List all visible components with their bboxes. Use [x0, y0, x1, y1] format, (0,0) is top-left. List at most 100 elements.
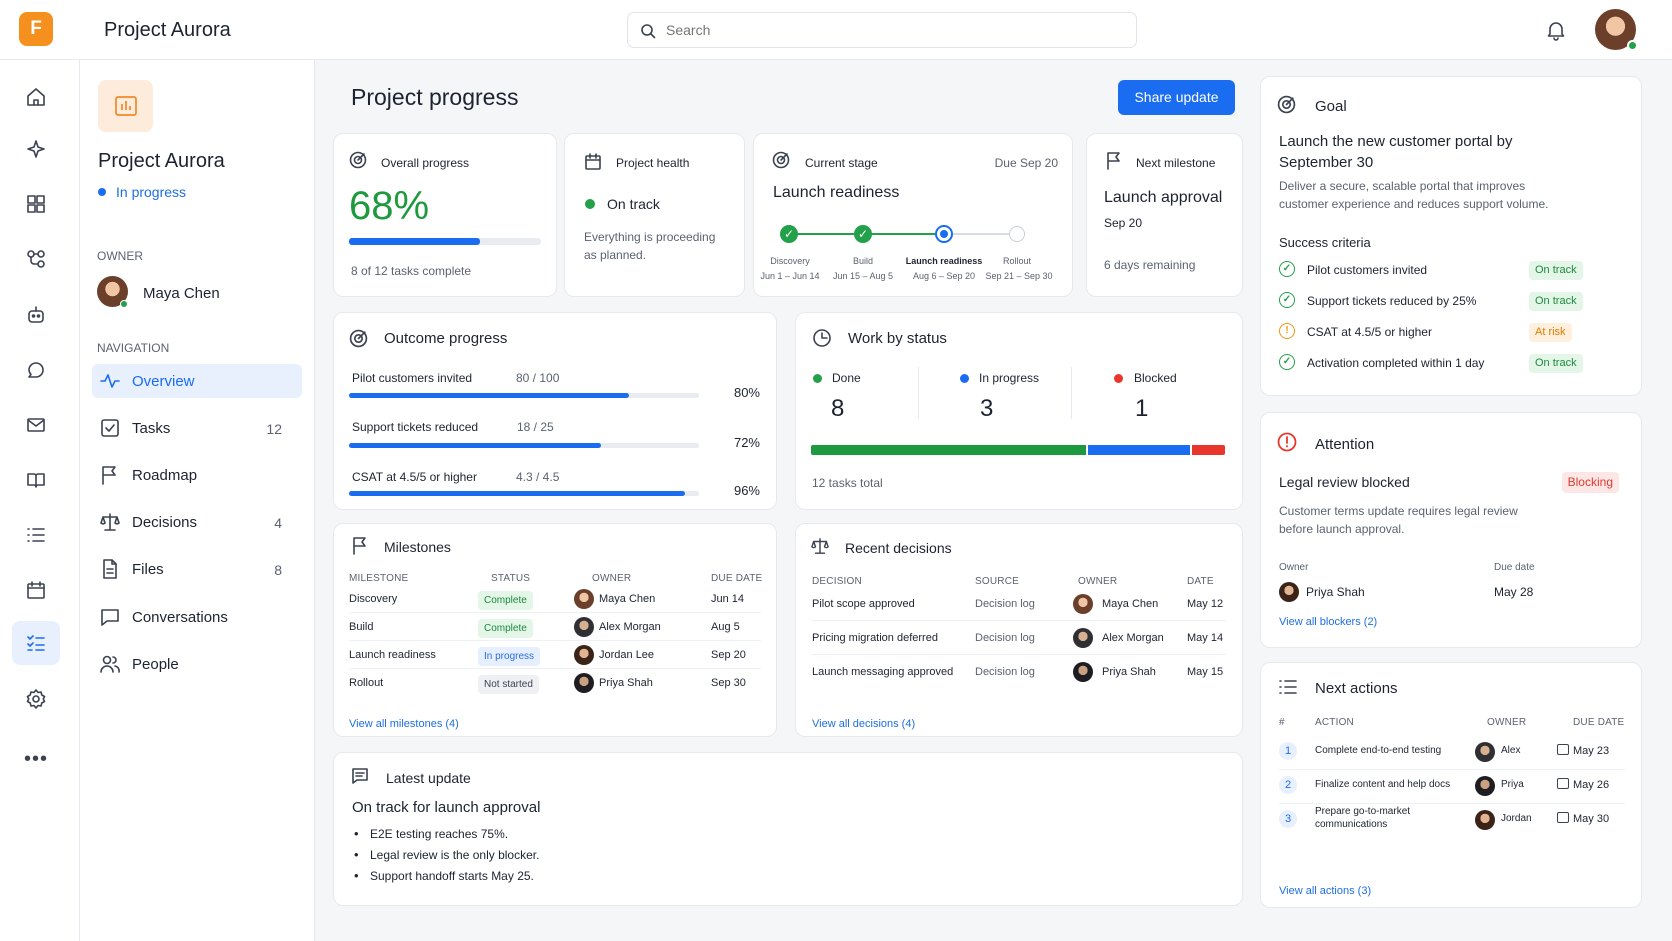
stage-name: Launch readiness — [773, 184, 900, 201]
in-progress-segment — [1088, 445, 1190, 455]
health-status-dot — [585, 199, 595, 209]
nav-decisions[interactable]: Decisions 4 — [92, 505, 302, 539]
latest-update-card: Latest update On track for launch approv… — [333, 752, 1243, 906]
blocked-dot — [1114, 374, 1123, 383]
milestone-name: Rollout — [349, 677, 384, 689]
health-desc-2: as planned. — [584, 248, 647, 262]
app-title: Project Aurora — [104, 19, 231, 41]
in-progress-label: In progress — [979, 371, 1040, 385]
stage-step-name: Launch readiness — [905, 256, 983, 266]
status-badge: Complete — [478, 591, 533, 610]
nav-overview[interactable]: Overview — [92, 364, 302, 398]
blocked-label: Blocked — [1134, 371, 1177, 385]
bot-icon[interactable] — [25, 304, 47, 326]
action-label: Finalize content and help docs — [1315, 779, 1451, 790]
avatar — [1279, 582, 1299, 602]
checklist-icon[interactable] — [25, 632, 47, 654]
list-icon — [1279, 680, 1297, 694]
apps-icon[interactable] — [25, 193, 47, 215]
project-name: Project Aurora — [98, 150, 225, 172]
target-icon — [349, 329, 368, 348]
done-segment — [811, 445, 1086, 455]
col-header: OWNER — [1487, 717, 1527, 728]
stage-step-name: Discovery — [770, 256, 810, 266]
bullet: • — [354, 847, 359, 862]
view-all-decisions-link[interactable]: View all decisions (4) — [812, 718, 916, 730]
calendar-icon — [1557, 744, 1569, 755]
nav-tasks[interactable]: Tasks 12 — [92, 411, 302, 445]
app-logo[interactable]: F — [19, 12, 53, 46]
milestone-name: Launch readiness — [349, 649, 436, 661]
criterion-label: Pilot customers invited — [1307, 263, 1428, 277]
bullet: • — [354, 868, 359, 883]
chat-icon[interactable] — [25, 359, 47, 381]
calendar-icon[interactable] — [25, 579, 47, 601]
home-icon[interactable] — [25, 86, 47, 108]
file-icon — [103, 559, 117, 579]
share-update-button[interactable]: Share update — [1118, 80, 1235, 115]
owner-name: Maya Chen — [143, 285, 220, 302]
mail-icon[interactable] — [25, 414, 47, 436]
avatar — [574, 673, 594, 693]
avatar — [574, 645, 594, 665]
owner-name: Jordan Lee — [599, 649, 655, 661]
update-bullet: Support handoff starts May 25. — [370, 869, 534, 883]
outcome-pct: 96% — [733, 483, 760, 498]
message-icon — [352, 768, 368, 784]
attention-card: Attention Legal review blocked Blocking … — [1260, 412, 1642, 648]
nav-files[interactable]: Files 8 — [92, 552, 302, 586]
bell-icon[interactable] — [1545, 19, 1567, 41]
search-input[interactable] — [666, 20, 1106, 40]
blocking-badge: Blocking — [1561, 472, 1619, 493]
search-bar[interactable] — [627, 12, 1137, 48]
list-icon[interactable] — [25, 524, 47, 546]
col-header: DUE DATE — [1573, 717, 1625, 728]
nav-roadmap[interactable]: Roadmap — [92, 458, 302, 492]
in-progress-count: 3 — [980, 395, 994, 422]
decision-date: May 14 — [1187, 632, 1224, 644]
milestones-title: Milestones — [384, 539, 451, 555]
nav-label: Overview — [132, 373, 195, 390]
sparkle-icon[interactable] — [25, 138, 47, 160]
actions-title: Next actions — [1315, 680, 1398, 697]
milestone-remaining: 6 days remaining — [1104, 258, 1196, 272]
nav-label: Decisions — [132, 514, 198, 531]
checkbox-icon — [101, 419, 119, 437]
row-divider — [812, 654, 1226, 655]
owner-name: Maya Chen — [599, 593, 656, 605]
col-header: STATUS — [491, 573, 531, 584]
criterion-status: On track — [1529, 261, 1583, 280]
decision-source: Decision log — [975, 666, 1035, 678]
avatar — [574, 617, 594, 637]
check-circle-icon: ✓ — [1279, 261, 1295, 277]
view-all-actions-link[interactable]: View all actions (3) — [1279, 885, 1372, 897]
milestone-name: Build — [349, 621, 374, 633]
book-icon[interactable] — [25, 469, 47, 491]
action-owner: Jordan — [1501, 813, 1532, 824]
blocked-segment — [1191, 445, 1225, 455]
check-circle-icon: ✓ — [1279, 354, 1295, 370]
nav-conversations[interactable]: Conversations — [92, 600, 302, 634]
target-icon — [349, 151, 367, 169]
page-title: Project progress — [351, 84, 519, 110]
view-all-milestones-link[interactable]: View all milestones (4) — [349, 718, 459, 730]
chart-box-icon — [115, 96, 137, 116]
work-by-status-card: Work by status Done 8 In progress 3 Bloc… — [795, 312, 1243, 510]
nav-people[interactable]: People — [92, 647, 302, 681]
col-header: OWNER — [1078, 576, 1118, 587]
outcome-progress-card: Outcome progress Pilot customers invited… — [333, 312, 777, 510]
settings-icon[interactable] — [25, 688, 47, 710]
row-divider — [349, 640, 761, 641]
flow-icon[interactable] — [25, 248, 47, 270]
due-label: Due date — [1494, 562, 1535, 573]
action-owner: Alex — [1501, 745, 1521, 756]
more-icon[interactable]: ••• — [24, 748, 49, 770]
project-status: In progress — [116, 184, 187, 200]
overall-label: Overall progress — [381, 156, 470, 170]
nav-label: Tasks — [132, 420, 171, 437]
stage-step-name: Build — [852, 256, 873, 266]
flag-icon — [353, 537, 366, 555]
view-all-blockers-link[interactable]: View all blockers (2) — [1279, 616, 1378, 628]
target-icon — [772, 151, 790, 169]
tasks-total: 12 tasks total — [812, 476, 883, 490]
